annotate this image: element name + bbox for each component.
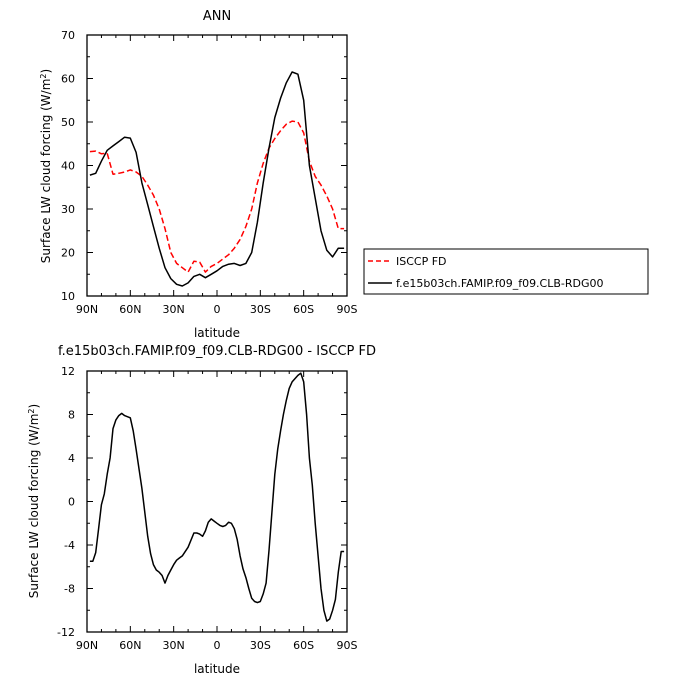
panel-bottom-x-tick-labels: 90N 60N 30N 0 30S 60S 90S — [76, 639, 358, 652]
x-tick-label: 90S — [337, 639, 358, 652]
legend-label-isccp: ISCCP FD — [396, 255, 447, 268]
panel-top-series — [89, 71, 345, 287]
y-tick-label: 60 — [61, 73, 75, 86]
y-tick-label: -4 — [64, 539, 75, 552]
y-tick-label: 30 — [61, 203, 75, 216]
panel-top-x-tick-labels: 90N 60N 30N 0 30S 60S 90S — [76, 303, 358, 316]
y-tick-label: 4 — [68, 452, 75, 465]
legend-label-model: f.e15b03ch.FAMIP.f09_f09.CLB-RDG00 — [396, 277, 604, 290]
legend-box — [363, 248, 649, 295]
y-tick-label: 20 — [61, 247, 75, 260]
x-tick-label: 60N — [119, 303, 141, 316]
panel-top-x-axis-label: latitude — [194, 326, 240, 340]
x-tick-label: 30N — [163, 639, 185, 652]
x-tick-label: 60S — [293, 303, 314, 316]
panel-bottom-y-axis-label-end: ) — [27, 404, 41, 409]
panel-bottom-ticks — [86, 370, 348, 633]
x-tick-label: 30S — [250, 303, 271, 316]
panel-top-y-axis-label: Surface LW cloud forcing (W/m2) — [39, 69, 54, 263]
panel-top: ANN 90N 60N 30N 0 30S 60S 90S 10 20 30 40 50 60 70 l… — [39, 9, 649, 340]
y-tick-label: 12 — [61, 365, 75, 378]
panel-bottom-y-axis-label-main: Surface LW cloud forcing (W/m — [27, 414, 41, 599]
panel-bottom-y-axis-label: Surface LW cloud forcing (W/m2) — [27, 404, 42, 598]
x-tick-label: 90N — [76, 639, 98, 652]
panel-bottom-y-axis-label-sup: 2 — [27, 409, 36, 414]
x-tick-label: 60S — [293, 639, 314, 652]
x-tick-label: 30N — [163, 303, 185, 316]
series-line-bottom-0 — [89, 372, 345, 622]
panel-bottom-series — [89, 372, 345, 622]
legend: ISCCP FD f.e15b03ch.FAMIP.f09_f09.CLB-RD… — [363, 248, 649, 295]
panel-top-frame — [86, 34, 348, 297]
x-tick-label: 0 — [214, 303, 221, 316]
y-tick-label: 70 — [61, 29, 75, 42]
series-line-top-1 — [89, 71, 345, 287]
x-tick-label: 0 — [214, 639, 221, 652]
y-tick-label: 0 — [68, 496, 75, 509]
y-tick-label: 10 — [61, 290, 75, 303]
panel-bottom: f.e15b03ch.FAMIP.f09_f09.CLB-RDG00 - ISC… — [27, 344, 376, 676]
panel-top-y-axis-label-end: ) — [39, 69, 53, 74]
panel-top-ticks — [86, 34, 348, 297]
y-tick-label: 40 — [61, 160, 75, 173]
y-tick-label: 50 — [61, 116, 75, 129]
panel-top-y-tick-labels: 10 20 30 40 50 60 70 — [61, 29, 75, 303]
y-tick-label: -8 — [64, 583, 75, 596]
panel-bottom-frame — [86, 370, 348, 633]
y-tick-label: -12 — [57, 626, 75, 639]
x-tick-label: 90S — [337, 303, 358, 316]
y-tick-label: 8 — [68, 409, 75, 422]
panel-bottom-x-axis-label: latitude — [194, 662, 240, 676]
series-line-top-0 — [89, 120, 345, 273]
x-tick-label: 60N — [119, 639, 141, 652]
panel-top-y-axis-label-main: Surface LW cloud forcing (W/m — [39, 79, 53, 264]
panel-top-y-axis-label-sup: 2 — [39, 74, 48, 79]
panel-bottom-title: f.e15b03ch.FAMIP.f09_f09.CLB-RDG00 - ISC… — [58, 344, 376, 359]
panel-bottom-y-tick-labels: 12 8 4 0 -4 -8 -12 — [57, 365, 75, 639]
x-tick-label: 30S — [250, 639, 271, 652]
x-tick-label: 90N — [76, 303, 98, 316]
panel-top-title: ANN — [203, 9, 231, 24]
